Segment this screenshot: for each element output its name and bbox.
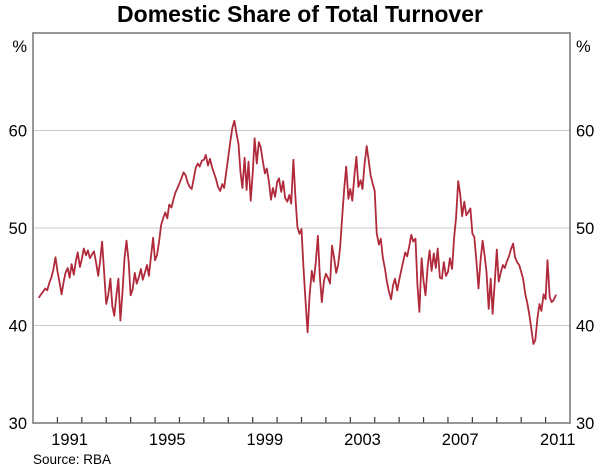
y-axis-label-right-30: 30 [576, 415, 594, 433]
y-axis-label-left-30: 30 [9, 415, 27, 433]
y-axis-label-left-50: 50 [9, 220, 27, 238]
data-line-domestic-share [38, 119, 557, 345]
chart-title: Domestic Share of Total Turnover [117, 1, 483, 27]
y-axis-label-right-50: 50 [576, 220, 594, 238]
x-axis-label-2003: 2003 [344, 431, 381, 449]
x-axis-label-1999: 1999 [247, 431, 284, 449]
y-axis-label-right-60: 60 [576, 123, 594, 141]
y-axis-label-left-40: 40 [9, 318, 27, 336]
y-axis-label-left-60: 60 [9, 123, 27, 141]
x-axis-label-2007: 2007 [442, 431, 479, 449]
x-axis-label-1995: 1995 [149, 431, 186, 449]
x-axis-label-2011: 2011 [540, 431, 575, 449]
y-axis-unit-right: % [576, 38, 591, 56]
source-note: Source: RBA [33, 452, 112, 467]
y-axis-unit-left: % [12, 38, 27, 56]
x-axis-label-1991: 1991 [51, 431, 88, 449]
y-axis-label-right-40: 40 [576, 318, 594, 336]
plot-frame [32, 32, 571, 424]
